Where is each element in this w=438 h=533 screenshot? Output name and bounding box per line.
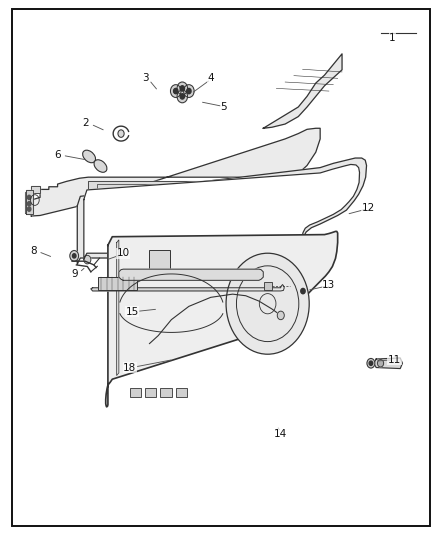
Polygon shape bbox=[25, 185, 40, 213]
Text: 6: 6 bbox=[54, 150, 61, 160]
Text: 1: 1 bbox=[388, 33, 395, 43]
Text: 14: 14 bbox=[273, 429, 287, 439]
Polygon shape bbox=[84, 165, 359, 260]
Bar bbox=[175, 388, 187, 397]
Polygon shape bbox=[77, 158, 366, 264]
Bar bbox=[160, 388, 171, 397]
Ellipse shape bbox=[94, 160, 107, 172]
Text: 3: 3 bbox=[141, 73, 148, 83]
Polygon shape bbox=[119, 269, 263, 280]
Circle shape bbox=[72, 254, 76, 258]
Circle shape bbox=[70, 251, 78, 261]
Polygon shape bbox=[373, 358, 402, 368]
Polygon shape bbox=[88, 181, 254, 204]
Circle shape bbox=[27, 201, 31, 206]
Text: 11: 11 bbox=[387, 354, 400, 365]
Ellipse shape bbox=[82, 150, 95, 163]
Circle shape bbox=[183, 85, 194, 98]
Polygon shape bbox=[117, 240, 119, 375]
Circle shape bbox=[288, 190, 294, 199]
Bar bbox=[258, 183, 285, 201]
Bar bbox=[145, 388, 156, 397]
Text: 18: 18 bbox=[123, 362, 136, 373]
Bar bbox=[264, 282, 272, 290]
Polygon shape bbox=[263, 54, 341, 128]
Text: 9: 9 bbox=[71, 270, 78, 279]
Text: 8: 8 bbox=[30, 246, 37, 255]
Circle shape bbox=[226, 253, 308, 354]
Bar bbox=[149, 250, 170, 269]
Text: 12: 12 bbox=[361, 203, 374, 213]
Circle shape bbox=[377, 360, 383, 367]
Bar bbox=[98, 277, 137, 290]
Text: 4: 4 bbox=[207, 73, 214, 83]
Circle shape bbox=[180, 94, 184, 99]
Text: 5: 5 bbox=[220, 102, 227, 112]
Circle shape bbox=[277, 311, 284, 320]
Text: 15: 15 bbox=[125, 306, 138, 317]
Circle shape bbox=[177, 90, 187, 103]
Polygon shape bbox=[26, 190, 32, 214]
Bar bbox=[130, 388, 141, 397]
Circle shape bbox=[288, 183, 294, 192]
Polygon shape bbox=[91, 285, 284, 291]
Circle shape bbox=[27, 195, 31, 199]
Text: 13: 13 bbox=[321, 280, 335, 290]
Circle shape bbox=[177, 82, 187, 95]
Circle shape bbox=[180, 86, 184, 91]
Circle shape bbox=[170, 85, 180, 98]
Circle shape bbox=[27, 207, 31, 211]
Polygon shape bbox=[106, 231, 337, 407]
Circle shape bbox=[186, 88, 191, 94]
Text: 2: 2 bbox=[82, 118, 89, 128]
Circle shape bbox=[366, 359, 374, 368]
Circle shape bbox=[84, 255, 91, 264]
Polygon shape bbox=[31, 128, 319, 216]
Circle shape bbox=[300, 288, 304, 294]
Circle shape bbox=[118, 130, 124, 138]
Circle shape bbox=[173, 88, 177, 94]
Circle shape bbox=[368, 361, 372, 366]
Text: 10: 10 bbox=[117, 248, 130, 258]
